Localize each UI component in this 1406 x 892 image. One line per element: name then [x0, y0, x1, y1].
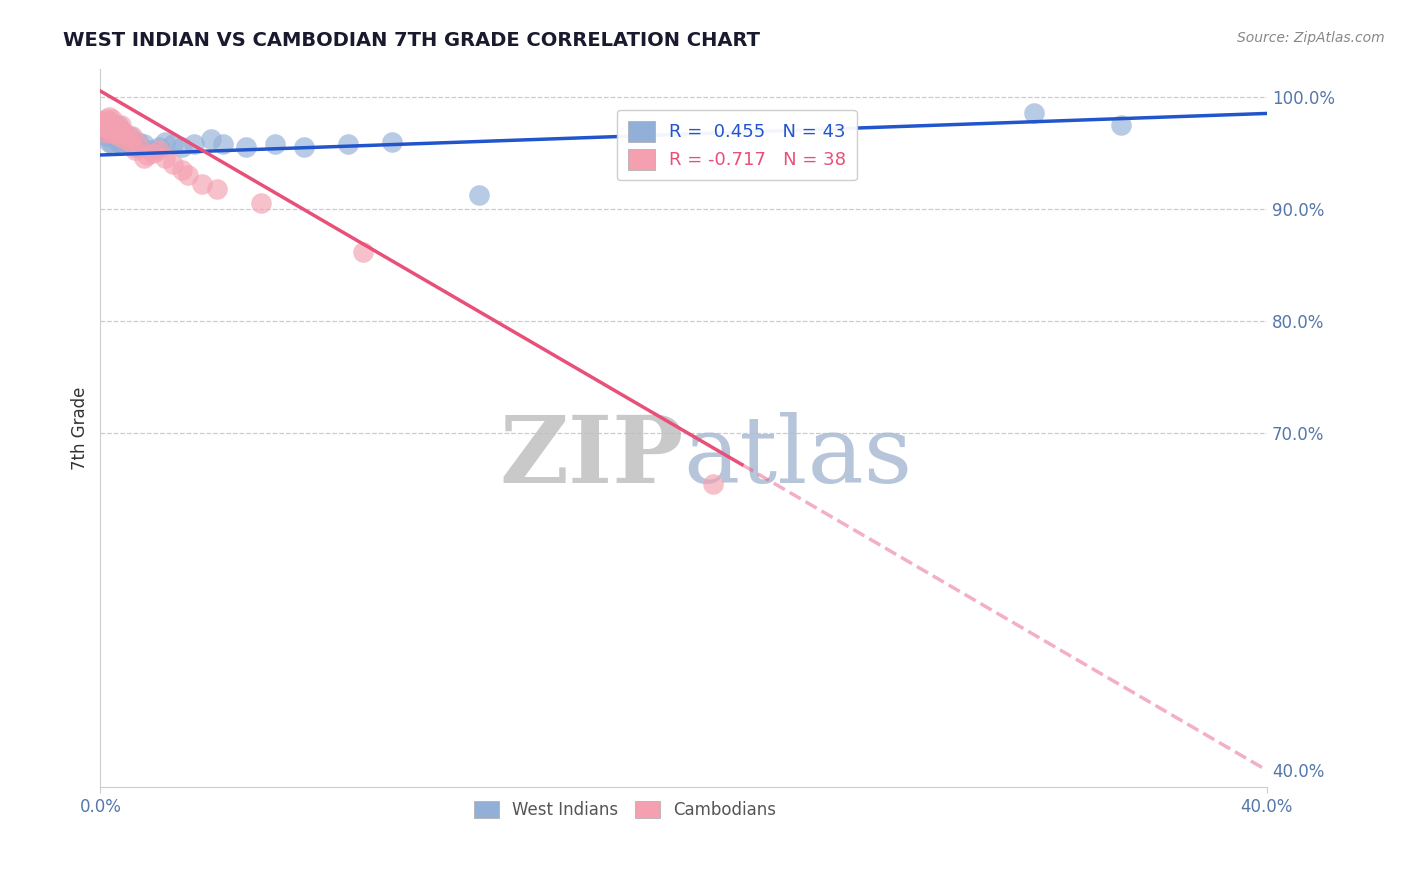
Point [139, 144, 162, 158]
Point [118, 135, 141, 149]
Point [110, 132, 132, 146]
Point [98, 118, 121, 132]
Point [98, 123, 121, 137]
Point [264, 136, 287, 151]
Point [107, 118, 129, 132]
Point [98, 114, 121, 128]
Point [177, 168, 200, 182]
Point [101, 118, 124, 132]
Point [337, 136, 360, 151]
Point [110, 136, 132, 151]
Point [132, 152, 155, 166]
Point [205, 182, 228, 196]
Point [101, 121, 124, 136]
Point [104, 118, 127, 132]
Point [115, 128, 138, 143]
Point [104, 123, 127, 137]
Point [468, 188, 491, 202]
Point [91, 121, 114, 136]
Point [101, 112, 124, 126]
Point [148, 140, 170, 154]
Point [110, 123, 132, 137]
Point [142, 145, 165, 160]
Point [162, 157, 184, 171]
Point [211, 136, 233, 151]
Point [1109, 118, 1132, 132]
Point [107, 128, 129, 143]
Point [294, 140, 316, 154]
Point [110, 118, 132, 132]
Point [127, 135, 149, 149]
Point [96, 126, 118, 140]
Point [183, 136, 205, 151]
Text: atlas: atlas [683, 411, 912, 501]
Point [121, 128, 143, 143]
Point [249, 196, 271, 211]
Point [702, 477, 724, 491]
Point [124, 140, 146, 154]
Point [91, 114, 114, 128]
Legend: West Indians, Cambodians: West Indians, Cambodians [467, 794, 783, 826]
Point [381, 135, 404, 149]
Point [118, 128, 141, 143]
Y-axis label: 7th Grade: 7th Grade [72, 386, 89, 469]
Point [127, 136, 149, 151]
Point [112, 132, 135, 146]
Point [153, 135, 176, 149]
Point [153, 152, 176, 166]
Point [96, 118, 118, 132]
Point [124, 144, 146, 158]
Point [91, 121, 114, 136]
Point [98, 135, 121, 149]
Point [115, 135, 138, 149]
Point [118, 136, 141, 151]
Point [170, 140, 193, 154]
Text: Source: ZipAtlas.com: Source: ZipAtlas.com [1237, 31, 1385, 45]
Point [96, 112, 118, 126]
Point [98, 123, 121, 137]
Point [107, 135, 129, 149]
Point [98, 110, 121, 124]
Point [121, 135, 143, 149]
Text: WEST INDIAN VS CAMBODIAN 7TH GRADE CORRELATION CHART: WEST INDIAN VS CAMBODIAN 7TH GRADE CORRE… [63, 31, 761, 50]
Point [1022, 106, 1045, 120]
Point [162, 136, 184, 151]
Point [91, 126, 114, 140]
Point [107, 126, 129, 140]
Point [352, 244, 374, 259]
Text: ZIP: ZIP [499, 411, 683, 501]
Point [110, 123, 132, 137]
Point [96, 118, 118, 132]
Point [200, 132, 222, 146]
Point [107, 121, 129, 136]
Point [112, 126, 135, 140]
Point [191, 177, 214, 191]
Point [235, 140, 257, 154]
Point [96, 128, 118, 143]
Point [112, 126, 135, 140]
Point [136, 148, 159, 162]
Point [104, 121, 127, 136]
Point [104, 126, 127, 140]
Point [112, 132, 135, 146]
Point [170, 162, 193, 177]
Point [101, 126, 124, 140]
Point [101, 126, 124, 140]
Point [104, 128, 127, 143]
Point [132, 136, 155, 151]
Point [101, 136, 124, 151]
Point [148, 144, 170, 158]
